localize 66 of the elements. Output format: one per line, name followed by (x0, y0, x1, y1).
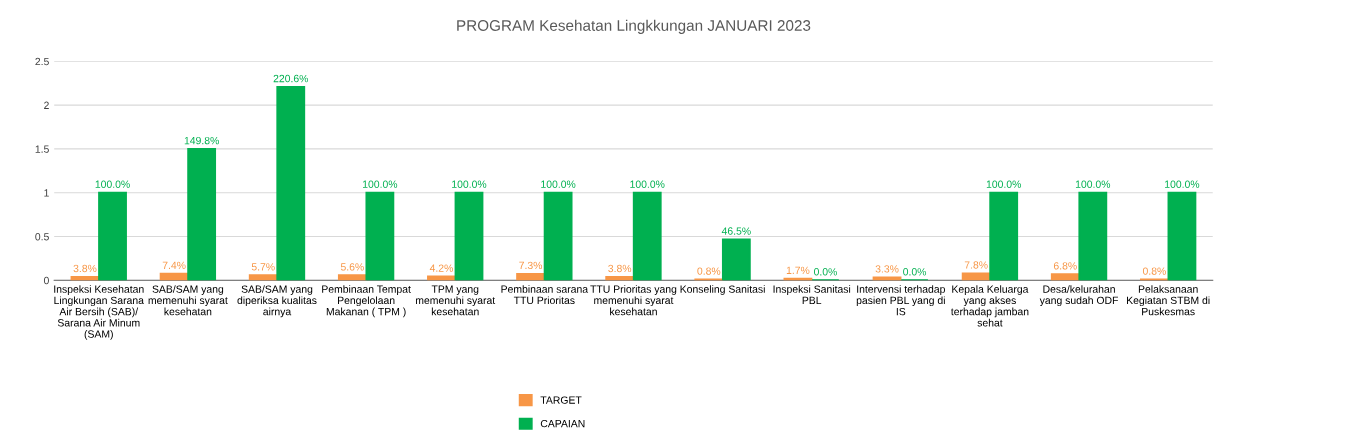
data-label: 149.8% (184, 136, 219, 145)
bar (605, 275, 635, 281)
x-tick-label: Kepala Keluarga yang akses terhadap jamban sehat (951, 285, 1029, 327)
x-tick-label: Pelaksanaan Kegiatan STBM di Puskesmas (1127, 285, 1210, 316)
data-label: 0.0% (903, 268, 927, 276)
x-tick-label: SAB/SAM yang diperiksa kualitas airnya (237, 285, 317, 318)
data-label: 0.8% (1142, 267, 1166, 275)
data-label: 5.7% (251, 263, 275, 271)
bar (365, 191, 395, 281)
bar (721, 238, 751, 281)
data-label: 1.7% (786, 266, 810, 274)
data-label: 0.0% (814, 268, 837, 276)
data-label: 100.0% (363, 180, 398, 188)
bar (543, 191, 573, 281)
data-label: 100.0% (95, 180, 130, 188)
data-label: 100.0% (1075, 180, 1111, 188)
bar (248, 274, 278, 281)
data-label: 100.0% (986, 180, 1021, 188)
y-tick-label: 1.5 (35, 145, 49, 153)
bar (276, 86, 306, 281)
x-tick-label: Desa/kelurahan yang sudah ODF (1039, 285, 1119, 307)
chart-title: PROGRAM Kesehatan Lingkkungan JANUARI 2023 (457, 19, 811, 34)
bar (1167, 191, 1197, 281)
x-tick-label: TPM yang memenuhi syarat kesehatan (415, 285, 496, 316)
data-label: 46.5% (721, 227, 751, 235)
data-label: 100.0% (541, 180, 576, 188)
x-tick-label: Konseling Sanitasi (680, 285, 765, 295)
y-tick-label: 0 (43, 276, 49, 285)
bar (516, 272, 545, 281)
data-label: 4.2% (429, 264, 453, 272)
bar (337, 274, 367, 281)
data-label: 100.0% (1165, 180, 1200, 188)
x-tick-label: SAB/SAM yang memenuhi syarat kesehatan (148, 285, 228, 316)
bar (1050, 273, 1080, 281)
bar (187, 148, 217, 281)
data-label: 100.0% (452, 180, 487, 188)
data-label: 5.6% (340, 263, 364, 271)
y-tick-label: 2 (44, 101, 49, 109)
data-label: 3.8% (608, 264, 632, 273)
bar (989, 191, 1019, 281)
bar (454, 191, 484, 281)
bar (98, 191, 127, 281)
data-label: 7.8% (964, 261, 988, 269)
data-label: 3.8% (73, 264, 97, 273)
x-tick-label: Inspeksi Kesehatan Lingkungan Sarana Air Bersih (SAB)/ Sarana Air Minum (SAM) (54, 285, 144, 340)
x-tick-label: TTU Prioritas yang memenuhi syarat kesehatan (590, 285, 677, 316)
bar (961, 272, 991, 281)
legend-label: CAPAIAN (540, 419, 585, 428)
bar (872, 276, 902, 281)
bar (1078, 191, 1108, 281)
data-label: 7.3% (519, 261, 543, 270)
y-tick-label: 0.5 (35, 233, 49, 241)
data-label: 220.6% (273, 74, 309, 83)
y-tick-label: 1 (44, 189, 49, 197)
bar (632, 191, 662, 281)
x-tick-label: Pembinaan Tempat Pengelolaan Makanan ( TPM ) (322, 285, 411, 318)
data-label: 0.8% (697, 267, 721, 275)
x-tick-label: Pembinaan sarana TTU Prioritas (501, 285, 589, 305)
data-label: 7.4% (162, 261, 186, 269)
x-tick-label: Intervensi terhadap pasien PBL yang di IS (856, 285, 945, 316)
y-tick-label: 2.5 (35, 57, 49, 66)
legend-label: TARGET (540, 396, 582, 404)
data-label: 3.3% (875, 265, 899, 273)
data-label: 6.8% (1053, 262, 1077, 270)
data-label: 100.0% (630, 180, 665, 188)
x-tick-label: Inspeksi Sanitasi PBL (773, 285, 851, 304)
